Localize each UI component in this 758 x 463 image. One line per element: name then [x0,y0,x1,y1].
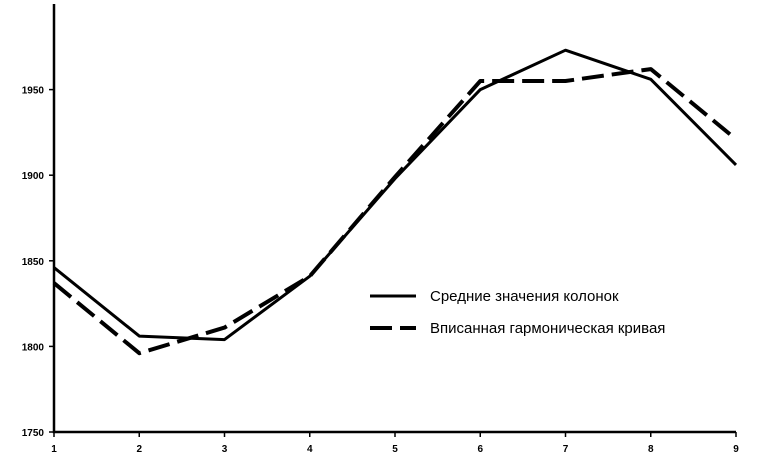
y-tick-label: 1900 [22,171,45,182]
axis-lines [52,4,736,434]
x-tick-label: 4 [307,444,313,455]
x-tick-label: 9 [733,444,739,455]
y-tick-label: 1950 [22,86,45,97]
axes [52,4,736,434]
y-tick-label: 1750 [22,428,45,439]
series-layer [52,48,738,356]
series-line-harmonic-fit [52,67,738,356]
x-tick-label: 3 [222,444,228,455]
legend-label: Вписанная гармоническая кривая [430,320,665,337]
x-tick-label: 7 [563,444,569,455]
legend-label: Средние значения колонок [430,288,619,305]
x-tick-label: 5 [392,444,398,455]
x-tick-label: 8 [648,444,654,455]
y-tick-label: 1800 [22,342,45,353]
x-tick-label: 6 [477,444,483,455]
x-tick-label: 2 [136,444,142,455]
x-axis-ticks: 1 2 3 4 5 6 7 8 9 [51,432,739,455]
y-tick-label: 1850 [22,257,45,268]
legend: Средние значения колонок Вписанная гармон… [370,288,665,337]
x-tick-label: 1 [51,444,57,455]
y-axis-ticks: 1750 1800 1850 1900 1950 [22,86,54,439]
